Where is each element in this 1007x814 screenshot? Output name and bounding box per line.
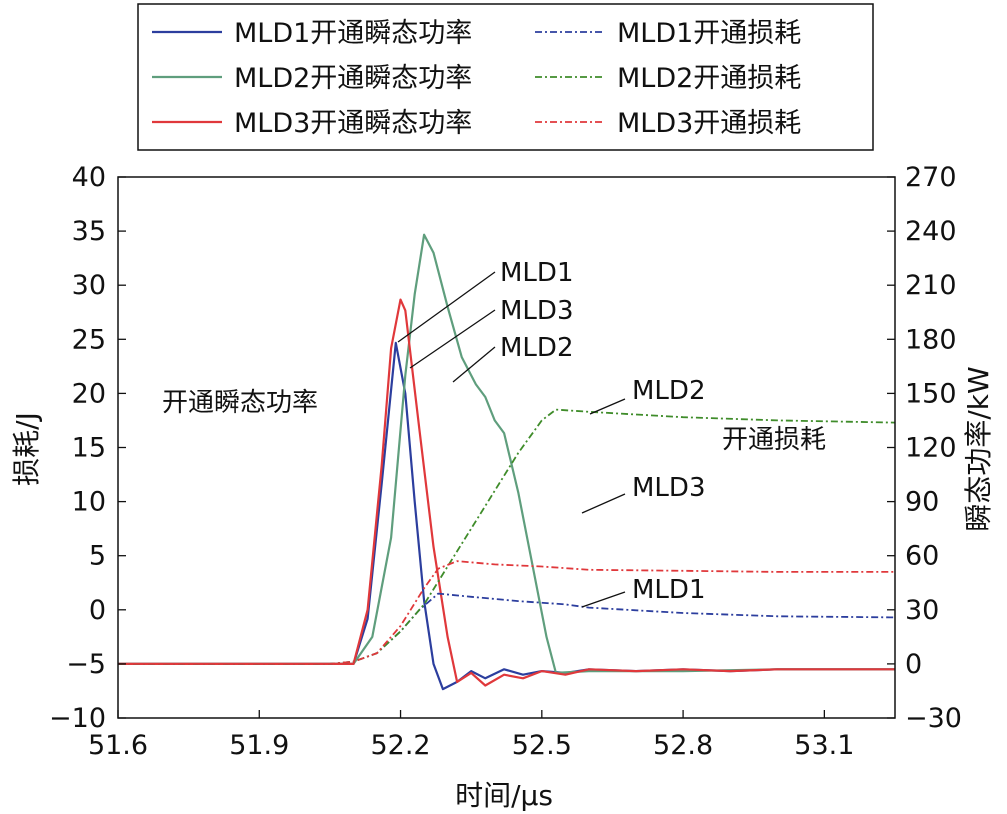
y-left-tick-label: 15 <box>72 433 106 464</box>
y-left-tick-label: −10 <box>49 703 106 734</box>
y-left-tick-label: −5 <box>66 649 106 680</box>
x-axis-title: 时间/μs <box>455 779 553 812</box>
annotation-power-label: MLD3 <box>500 296 573 326</box>
x-tick-label: 53.1 <box>794 730 854 761</box>
legend-label: MLD3开通损耗 <box>617 108 801 139</box>
legend-label: MLD2开通损耗 <box>617 63 801 94</box>
y-right-tick-label: 240 <box>905 216 957 247</box>
annotation-leader-line <box>589 398 626 415</box>
annotation-leader-line <box>581 493 626 514</box>
annotation-power-group: 开通瞬态功率 <box>162 388 318 418</box>
y-left-tick-label: 25 <box>72 324 106 355</box>
annotation-power-label: MLD1 <box>500 258 573 288</box>
series-line-MLD1开通损耗 <box>118 592 896 665</box>
series-line-MLD3开通损耗 <box>118 560 895 665</box>
legend-box <box>137 3 874 151</box>
x-tick-label: 52.2 <box>370 730 430 761</box>
y-right-tick-label: 210 <box>905 270 957 301</box>
y-right-tick-label: −30 <box>905 703 962 734</box>
y-right-tick-label: 150 <box>905 378 957 409</box>
annotation-loss-label: MLD2 <box>632 376 705 406</box>
y-left-tick-label: 5 <box>89 541 106 572</box>
series-line-MLD3开通瞬态功率 <box>118 298 895 687</box>
legend-label: MLD3开通瞬态功率 <box>234 108 472 139</box>
x-tick-label: 51.6 <box>88 730 148 761</box>
legend-label: MLD1开通损耗 <box>617 18 801 49</box>
legend: MLD1开通瞬态功率 MLD1开通损耗 MLD2开通瞬态功率 MLD2开通损耗 MLD3… <box>137 3 874 151</box>
annotations: MLD1 MLD3 MLD2 MLD2 MLD3 MLD1 <box>397 258 705 608</box>
y-right-tick-label: 180 <box>905 324 957 355</box>
y-left-tick-label: 30 <box>72 270 106 301</box>
x-tick-label: 52.8 <box>653 730 713 761</box>
y-right-tick-label: 60 <box>905 541 939 572</box>
x-tick-label: 51.9 <box>229 730 289 761</box>
y-left-tick-label: 20 <box>72 378 106 409</box>
y-right-axis-title: 瞬态功率/kW <box>962 366 995 531</box>
annotation-power-label: MLD2 <box>500 333 573 363</box>
y-right-tick-label: 270 <box>905 162 957 193</box>
axes-layer: 51.6 51.9 52.2 52.5 52.8 53.1 −10 −5 0 5 10 15 20 25 3… <box>49 162 962 761</box>
y-left-tick-label: 35 <box>72 216 106 247</box>
y-right-tick-label: 120 <box>905 433 957 464</box>
y-left-axis-title: 损耗/J <box>10 412 43 486</box>
x-tick-label: 52.5 <box>512 730 572 761</box>
annotation-leader-line <box>397 271 496 343</box>
annotation-leader-line <box>409 309 496 369</box>
annotation-leader-line <box>581 591 626 608</box>
annotation-loss-label: MLD1 <box>632 575 705 605</box>
series-layer <box>118 233 896 691</box>
y-left-tick-label: 40 <box>72 162 106 193</box>
y-left-tick-label: 10 <box>72 487 106 518</box>
y-right-tick-label: 30 <box>905 595 939 626</box>
series-line-MLD2开通损耗 <box>118 408 896 665</box>
annotation-loss-label: MLD3 <box>632 473 705 503</box>
annotation-loss-group: 开通损耗 <box>722 425 826 455</box>
legend-label: MLD1开通瞬态功率 <box>234 18 472 49</box>
annotation-leader-line <box>452 346 496 383</box>
y-right-tick-label: 0 <box>905 649 922 680</box>
y-left-tick-label: 0 <box>89 595 106 626</box>
legend-label: MLD2开通瞬态功率 <box>234 63 472 94</box>
y-right-tick-label: 90 <box>905 487 939 518</box>
